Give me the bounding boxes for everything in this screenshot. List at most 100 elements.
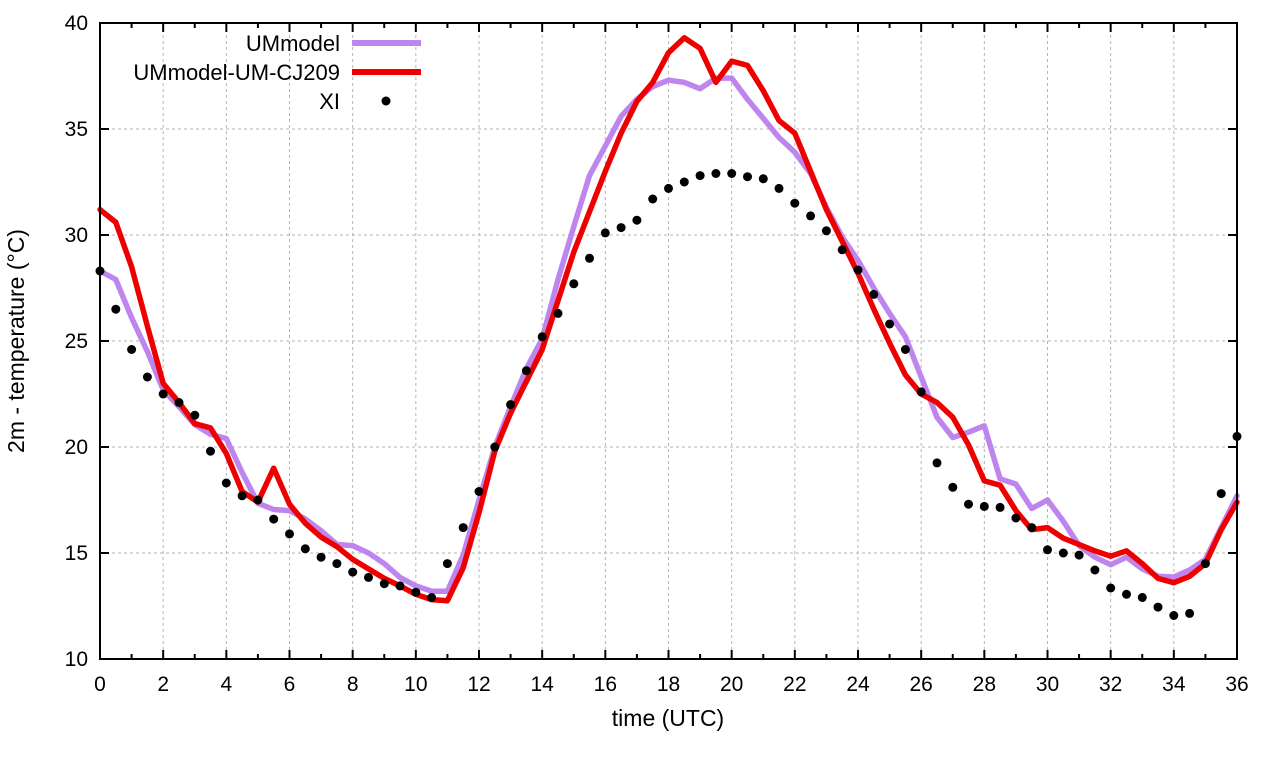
x-tick-label: 6	[284, 673, 296, 696]
point-xi	[348, 567, 358, 577]
point-xi	[885, 319, 895, 329]
point-xi	[253, 495, 263, 505]
point-xi	[300, 544, 310, 554]
point-xi	[190, 410, 200, 420]
point-xi	[127, 345, 137, 354]
x-tick-label: 2	[157, 673, 169, 696]
point-xi	[1011, 513, 1021, 523]
x-tick-label: 0	[94, 673, 106, 696]
x-tick-label: 16	[594, 673, 617, 696]
y-axis-label: 2m - temperature (°C)	[3, 229, 29, 453]
legend-label-ummodel: UMmodel	[246, 31, 340, 56]
series-line-ummodel-um-cj209	[97, 35, 1240, 604]
point-xi	[442, 559, 452, 569]
point-xi	[379, 579, 389, 589]
series-line-ummodel	[97, 75, 1240, 594]
x-tick-label: 12	[467, 673, 490, 696]
x-tick-label: 36	[1225, 673, 1248, 696]
point-xi	[648, 194, 658, 204]
legend: UMmodel UMmodel-UM-CJ209 XI	[133, 31, 421, 114]
point-xi	[1074, 550, 1084, 560]
point-xi	[269, 514, 279, 524]
legend-item-xi: XI	[319, 89, 391, 114]
point-xi	[111, 304, 121, 314]
y-tick-label: 35	[65, 118, 88, 141]
legend-label-xi: XI	[319, 89, 340, 114]
point-xi	[806, 211, 816, 221]
x-tick-label: 4	[220, 673, 232, 696]
point-xi	[474, 487, 484, 496]
x-tick-label: 28	[973, 673, 996, 696]
grid-layer	[100, 23, 1237, 659]
y-tick-label: 20	[65, 436, 88, 459]
point-xi	[206, 446, 215, 456]
point-xi	[1137, 593, 1147, 602]
point-xi	[1027, 523, 1037, 533]
point-xi	[411, 587, 421, 597]
point-xi	[427, 593, 437, 602]
x-tick-label: 26	[909, 673, 932, 696]
point-xi	[1153, 602, 1163, 612]
x-tick-label: 24	[846, 673, 870, 696]
legend-item-ummodel-um-cj209: UMmodel-UM-CJ209	[133, 60, 421, 85]
point-xi	[553, 308, 563, 318]
y-tick-label: 30	[65, 224, 88, 247]
point-xi	[585, 253, 594, 263]
point-xi	[790, 198, 800, 208]
point-xi	[285, 529, 294, 539]
x-tick-label: 20	[720, 673, 743, 696]
point-xi	[569, 279, 579, 289]
point-xi	[948, 482, 958, 492]
point-xi	[774, 183, 784, 193]
point-xi	[995, 502, 1005, 512]
x-tick-label: 10	[404, 673, 427, 696]
x-tick-label: 8	[347, 673, 359, 696]
legend-label-ummodel-um-cj209: UMmodel-UM-CJ209	[133, 60, 340, 85]
y-tick-label: 10	[65, 648, 88, 671]
point-xi	[158, 389, 168, 399]
point-xi	[1216, 489, 1226, 499]
point-xi	[490, 442, 500, 452]
point-xi	[1090, 565, 1100, 575]
legend-item-ummodel: UMmodel	[246, 31, 421, 56]
point-xi	[600, 228, 610, 238]
point-xi	[869, 289, 879, 299]
point-xi	[837, 245, 847, 255]
point-xi	[711, 169, 721, 178]
point-xi	[743, 172, 752, 182]
x-tick-label: 18	[657, 673, 680, 696]
frame-layer	[99, 22, 1238, 660]
point-xi	[506, 400, 516, 410]
point-xi	[932, 458, 942, 468]
point-xi	[616, 223, 626, 233]
point-xi	[174, 398, 184, 407]
legend-point-sample-xi	[381, 96, 391, 106]
point-xi	[1122, 589, 1131, 599]
point-xi	[237, 491, 247, 501]
point-xi	[900, 345, 910, 354]
point-xi	[221, 478, 231, 488]
point-xi	[1043, 545, 1052, 555]
point-xi	[758, 174, 768, 184]
point-xi	[1185, 608, 1195, 618]
y-tick-label: 40	[65, 12, 88, 35]
point-xi	[142, 372, 152, 382]
x-tick-label: 22	[783, 673, 806, 696]
point-xi	[1058, 548, 1068, 558]
point-xi	[979, 501, 989, 511]
x-tick-label: 34	[1162, 673, 1186, 696]
point-xi	[853, 265, 863, 275]
point-xi	[521, 366, 531, 376]
x-axis-label: time (UTC)	[612, 705, 724, 731]
point-xi	[964, 499, 973, 509]
point-xi	[364, 572, 373, 582]
point-xi	[727, 169, 737, 178]
point-xi	[821, 226, 831, 236]
y-tick-label: 15	[65, 542, 88, 565]
x-tick-label: 32	[1099, 673, 1122, 696]
x-tick-label: 30	[1036, 673, 1059, 696]
point-xi	[679, 177, 689, 187]
point-xi	[537, 332, 547, 342]
